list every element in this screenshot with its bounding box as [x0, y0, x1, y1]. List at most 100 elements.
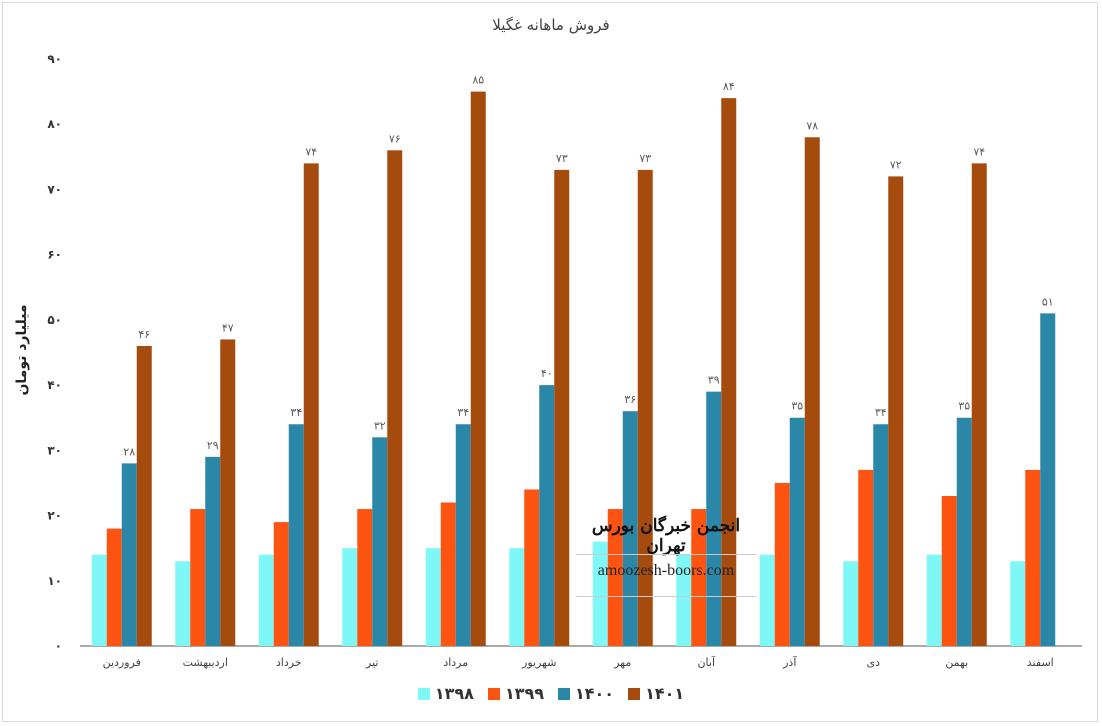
legend: ۱۳۹۸ ۱۳۹۹ ۱۴۰۰ ۱۴۰۱ — [0, 684, 1102, 703]
data-label: ۴۰ — [541, 367, 553, 380]
bar — [789, 417, 805, 646]
watermark: انجمن خبرگان بورس تهران amoozesh-boors.c… — [572, 510, 760, 600]
bar — [759, 554, 775, 646]
bar — [941, 495, 957, 646]
data-label: ۴۶ — [138, 328, 150, 341]
data-label: ۳۴ — [290, 406, 302, 419]
y-tick-label: ۴۰ — [47, 378, 62, 392]
bar — [1040, 313, 1056, 646]
bar — [342, 548, 358, 646]
bar — [175, 561, 191, 646]
x-tick-label: دی — [866, 656, 880, 669]
data-label: ۸۴ — [723, 80, 735, 93]
bar — [888, 176, 904, 646]
x-tick-label: بهمن — [945, 656, 968, 669]
bar — [926, 554, 942, 646]
bar — [258, 554, 274, 646]
x-tick-label: مرداد — [443, 656, 468, 669]
legend-label: ۱۴۰۱ — [645, 684, 685, 703]
bar — [706, 391, 722, 646]
y-tick-label: ۱۰ — [47, 574, 62, 588]
bar — [1010, 561, 1026, 646]
x-tick-label: فروردین — [103, 656, 141, 669]
data-label: ۴۷ — [222, 321, 234, 334]
x-tick-label: شهریور — [521, 656, 556, 669]
bar — [554, 169, 570, 646]
x-tick-label: خرداد — [276, 656, 302, 669]
data-label: ۳۵ — [958, 400, 970, 413]
bar — [273, 522, 289, 646]
data-label: ۸۵ — [472, 74, 484, 87]
legend-label: ۱۳۹۹ — [504, 684, 544, 703]
x-tick-label: اسفند — [1027, 656, 1054, 669]
watermark-title: انجمن خبرگان بورس تهران — [591, 516, 741, 556]
legend-item: ۱۳۹۹ — [487, 684, 544, 703]
watermark-divider — [576, 596, 756, 597]
data-label: ۳۹ — [708, 374, 720, 387]
bar — [387, 150, 403, 647]
y-tick-label: ۲۰ — [47, 509, 62, 523]
data-label: ۳۴ — [875, 406, 887, 419]
x-tick-label: اردیبهشت — [183, 656, 228, 669]
y-tick-label: ۵۰ — [47, 313, 62, 327]
bar — [691, 509, 707, 646]
bar — [622, 411, 638, 646]
bar — [509, 548, 525, 646]
bar — [372, 437, 388, 646]
bar — [121, 463, 137, 646]
bar — [721, 98, 737, 647]
bar — [843, 561, 859, 646]
x-tick-label: آبان — [697, 655, 715, 669]
legend-item: ۱۴۰۱ — [628, 684, 684, 703]
data-label: ۵۱ — [1042, 295, 1054, 308]
legend-swatch — [558, 687, 570, 700]
bar — [303, 163, 319, 646]
bar — [91, 554, 107, 646]
bar — [136, 345, 152, 646]
bar — [524, 489, 540, 646]
bar — [190, 509, 206, 646]
data-label: ۳۶ — [624, 393, 636, 406]
bar — [774, 482, 790, 646]
legend-swatch — [417, 687, 430, 700]
watermark-divider — [576, 554, 756, 555]
data-label: ۷۴ — [305, 145, 317, 158]
x-tick-label: مهر — [613, 656, 631, 669]
legend-swatch — [628, 687, 641, 700]
bar — [539, 385, 555, 646]
x-tick-label: تیر — [365, 656, 378, 669]
data-label: ۲۹ — [207, 439, 219, 452]
bar — [220, 339, 236, 646]
bar — [873, 424, 889, 646]
y-tick-label: ۳۰ — [47, 443, 62, 457]
x-tick-label: آذر — [782, 655, 797, 669]
bar — [971, 163, 987, 646]
data-label: ۲۸ — [123, 445, 135, 458]
bar — [455, 424, 471, 646]
bar — [357, 509, 373, 646]
bar — [676, 554, 692, 646]
data-label: ۷۳ — [639, 152, 651, 165]
bar — [637, 169, 653, 646]
bar — [804, 137, 820, 646]
data-label: ۳۲ — [374, 419, 386, 432]
bar — [607, 509, 623, 646]
legend-swatch — [487, 687, 500, 700]
bar — [440, 502, 456, 646]
legend-label: ۱۳۹۸ — [434, 684, 474, 703]
bar — [470, 91, 486, 647]
legend-item: ۱۳۹۸ — [417, 684, 474, 703]
data-label: ۳۵ — [791, 400, 803, 413]
data-label: ۷۳ — [556, 152, 568, 165]
data-label: ۷۲ — [890, 158, 902, 171]
y-tick-label: ۰ — [55, 639, 62, 653]
data-label: ۷۶ — [389, 132, 401, 145]
bar — [106, 528, 122, 646]
legend-item: ۱۴۰۰ — [558, 684, 614, 703]
bar — [1025, 469, 1041, 646]
data-label: ۷۸ — [806, 119, 818, 132]
data-label: ۳۴ — [457, 406, 469, 419]
y-tick-label: ۷۰ — [47, 182, 62, 196]
